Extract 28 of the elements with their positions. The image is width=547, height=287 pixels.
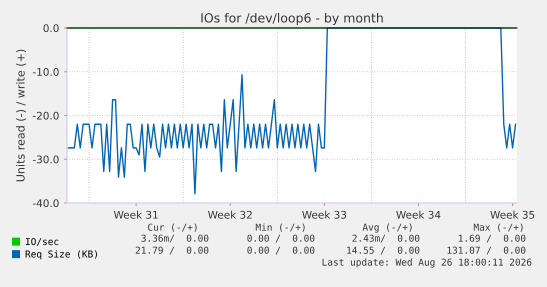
chart-title: IOs for /dev/loop6 - by month [201,12,383,26]
y-tick-label: -40.0 [32,199,59,208]
line-series [68,27,516,195]
text: 14.55 / 0.00 [347,246,420,255]
text: Min (-/+) [256,223,305,232]
text: Last update: Wed Aug 26 18:00:11 2026 [322,258,532,268]
x-tick-label: Week 34 [396,210,440,219]
legend-label: Req Size (KB) [26,250,97,260]
text: 0.00 / 0.00 [247,246,314,255]
legend-label: IO/sec [26,238,58,246]
text: 2.43m/ 0.00 [352,234,420,243]
text: Max (-/+) [474,223,523,232]
y-tick-label: -20.0 [32,112,59,120]
text: Cur (-/+) [148,223,197,232]
x-tick-label: Week 32 [208,210,252,219]
text: 1.69 / 0.00 [458,234,526,243]
text: 131.07 / 0.00 [448,246,526,255]
x-tick-label: Week 35 [490,210,534,219]
x-tick-label: Week 33 [302,210,346,219]
x-tick-label: Week 31 [114,210,158,219]
text: Avg (-/+) [362,223,412,233]
y-tick-label: 0.0 [43,24,59,32]
text: 21.79 / 0.00 [136,246,208,255]
y-tick-label: -30.0 [32,155,59,164]
y-axis-title: Units read (-) / write (+) [16,50,26,182]
y-tick-label: -10.0 [32,68,59,76]
text: 0.00 / 0.00 [247,234,314,243]
text: 3.36m/ 0.00 [141,234,208,243]
